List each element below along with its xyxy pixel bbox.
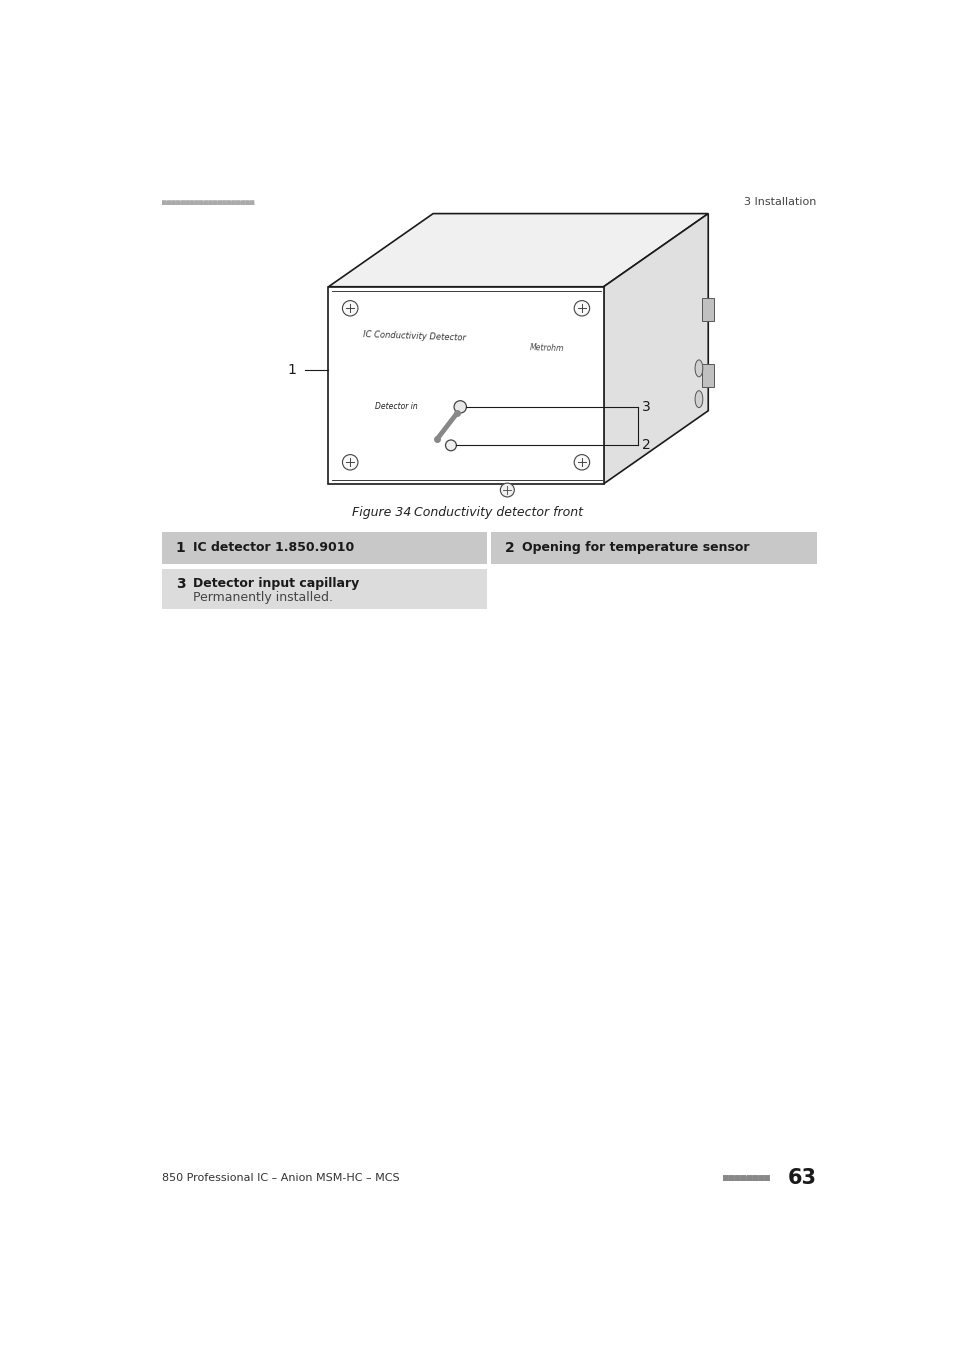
Text: Permanently installed.: Permanently installed. [193,591,333,605]
Text: Opening for temperature sensor: Opening for temperature sensor [521,541,749,555]
Circle shape [342,455,357,470]
Text: 2: 2 [505,541,515,555]
Circle shape [499,483,514,497]
Ellipse shape [695,390,702,408]
Circle shape [342,301,357,316]
Text: ■■■■■■■■■■■■■■■■■■■■: ■■■■■■■■■■■■■■■■■■■■ [162,197,254,207]
Text: ■■■■■■■■: ■■■■■■■■ [722,1173,769,1184]
Text: 63: 63 [787,1168,816,1188]
Text: Detector input capillary: Detector input capillary [193,578,358,590]
Text: 2: 2 [641,439,651,452]
Text: 3: 3 [641,400,651,414]
Text: Metrohm: Metrohm [530,343,564,354]
Text: 1: 1 [287,363,295,377]
Circle shape [445,440,456,451]
FancyBboxPatch shape [162,532,486,564]
Text: 3 Installation: 3 Installation [743,197,816,207]
Polygon shape [701,298,714,321]
Polygon shape [701,363,714,387]
Text: 1: 1 [175,541,186,555]
Text: 850 Professional IC – Anion MSM-HC – MCS: 850 Professional IC – Anion MSM-HC – MCS [162,1173,399,1184]
Ellipse shape [695,360,702,377]
Polygon shape [328,286,603,483]
Text: IC detector 1.850.9010: IC detector 1.850.9010 [193,541,354,555]
Text: Figure 34: Figure 34 [352,506,411,518]
FancyBboxPatch shape [162,568,486,609]
Text: IC Conductivity Detector: IC Conductivity Detector [363,331,466,343]
Text: Conductivity detector front: Conductivity detector front [414,506,582,518]
Polygon shape [603,213,707,483]
Circle shape [574,455,589,470]
Polygon shape [328,213,707,286]
Circle shape [574,301,589,316]
Circle shape [454,401,466,413]
Text: 3: 3 [175,576,185,591]
Text: Detector in: Detector in [375,402,417,412]
FancyBboxPatch shape [491,532,816,564]
